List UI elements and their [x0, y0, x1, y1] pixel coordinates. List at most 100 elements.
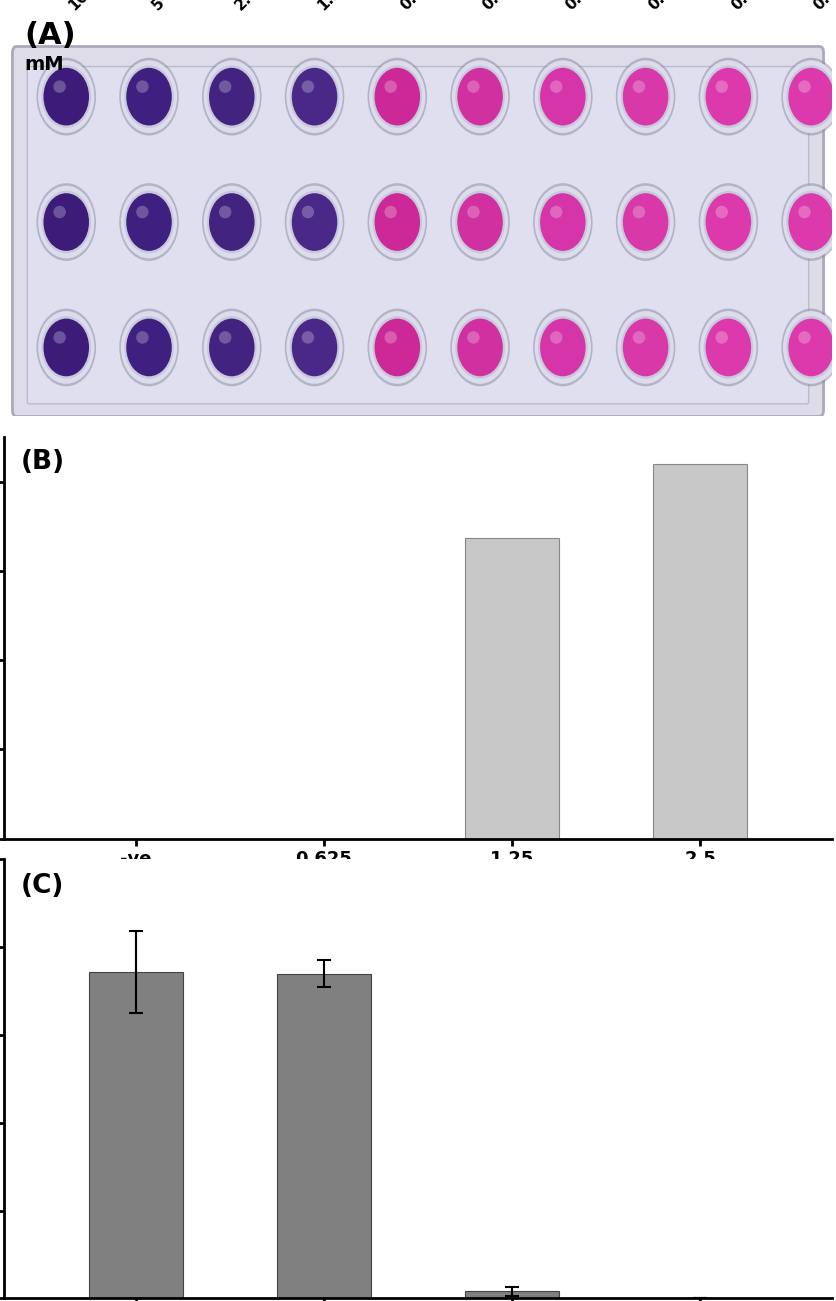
Ellipse shape: [535, 60, 591, 133]
Ellipse shape: [706, 319, 751, 376]
Text: (B): (B): [21, 449, 65, 475]
Text: 0.625: 0.625: [397, 0, 442, 13]
Ellipse shape: [633, 81, 645, 92]
Ellipse shape: [202, 183, 262, 262]
Ellipse shape: [385, 206, 397, 219]
Ellipse shape: [621, 316, 670, 379]
Ellipse shape: [285, 57, 344, 135]
Ellipse shape: [623, 319, 668, 376]
Ellipse shape: [618, 186, 674, 259]
Ellipse shape: [292, 194, 337, 251]
Ellipse shape: [121, 186, 177, 259]
Ellipse shape: [287, 311, 343, 384]
Ellipse shape: [209, 68, 254, 125]
Ellipse shape: [535, 186, 591, 259]
Ellipse shape: [207, 65, 257, 127]
Ellipse shape: [457, 68, 502, 125]
Ellipse shape: [120, 308, 179, 386]
Text: 0.391: 0.391: [728, 0, 773, 13]
Ellipse shape: [616, 57, 675, 135]
Ellipse shape: [207, 316, 257, 379]
Ellipse shape: [42, 65, 91, 127]
Ellipse shape: [121, 60, 177, 133]
Ellipse shape: [618, 60, 674, 133]
Ellipse shape: [457, 319, 502, 376]
Ellipse shape: [121, 311, 177, 384]
Text: (A): (A): [25, 21, 77, 51]
Bar: [277, 973, 371, 1298]
Ellipse shape: [136, 206, 149, 219]
Text: 0.313: 0.313: [480, 0, 525, 13]
Ellipse shape: [219, 81, 232, 92]
Ellipse shape: [385, 81, 397, 92]
Ellipse shape: [287, 60, 343, 133]
Bar: [465, 1292, 559, 1298]
Ellipse shape: [120, 57, 179, 135]
Ellipse shape: [125, 191, 174, 254]
Ellipse shape: [623, 194, 668, 251]
Ellipse shape: [285, 183, 344, 262]
Ellipse shape: [706, 194, 751, 251]
Ellipse shape: [452, 311, 508, 384]
Ellipse shape: [37, 183, 96, 262]
Ellipse shape: [533, 308, 593, 386]
Ellipse shape: [375, 68, 420, 125]
Ellipse shape: [550, 81, 563, 92]
Ellipse shape: [788, 194, 833, 251]
Ellipse shape: [451, 57, 510, 135]
Ellipse shape: [704, 65, 753, 127]
Ellipse shape: [788, 68, 833, 125]
Ellipse shape: [120, 183, 179, 262]
Ellipse shape: [633, 332, 645, 343]
Ellipse shape: [285, 308, 344, 386]
Ellipse shape: [204, 60, 260, 133]
Ellipse shape: [467, 332, 480, 343]
Ellipse shape: [43, 319, 89, 376]
Ellipse shape: [456, 65, 505, 127]
Ellipse shape: [533, 57, 593, 135]
Ellipse shape: [219, 332, 232, 343]
Ellipse shape: [287, 186, 343, 259]
Ellipse shape: [126, 68, 171, 125]
Ellipse shape: [616, 183, 675, 262]
Text: 5: 5: [149, 0, 167, 13]
Ellipse shape: [37, 57, 96, 135]
Ellipse shape: [368, 308, 427, 386]
Ellipse shape: [787, 316, 836, 379]
Ellipse shape: [202, 308, 262, 386]
Text: 0.156: 0.156: [563, 0, 608, 13]
Ellipse shape: [783, 60, 836, 133]
Text: 0.195: 0.195: [811, 0, 836, 13]
Bar: [653, 464, 747, 839]
Ellipse shape: [370, 60, 426, 133]
Ellipse shape: [704, 316, 753, 379]
Ellipse shape: [302, 332, 314, 343]
Ellipse shape: [368, 183, 427, 262]
Ellipse shape: [385, 332, 397, 343]
Ellipse shape: [716, 81, 728, 92]
Ellipse shape: [701, 60, 757, 133]
Ellipse shape: [292, 319, 337, 376]
Ellipse shape: [540, 68, 585, 125]
Ellipse shape: [467, 206, 480, 219]
Bar: [465, 537, 559, 839]
Ellipse shape: [373, 191, 422, 254]
Ellipse shape: [375, 319, 420, 376]
Ellipse shape: [550, 206, 563, 219]
Ellipse shape: [451, 308, 510, 386]
Ellipse shape: [370, 311, 426, 384]
Ellipse shape: [538, 65, 588, 127]
Ellipse shape: [207, 191, 257, 254]
Ellipse shape: [452, 60, 508, 133]
Ellipse shape: [125, 316, 174, 379]
Ellipse shape: [219, 206, 232, 219]
Ellipse shape: [704, 191, 753, 254]
Ellipse shape: [540, 319, 585, 376]
Ellipse shape: [37, 308, 96, 386]
Ellipse shape: [616, 308, 675, 386]
Ellipse shape: [538, 191, 588, 254]
Ellipse shape: [699, 183, 758, 262]
Ellipse shape: [782, 57, 836, 135]
FancyBboxPatch shape: [28, 66, 808, 403]
Bar: [89, 972, 183, 1298]
